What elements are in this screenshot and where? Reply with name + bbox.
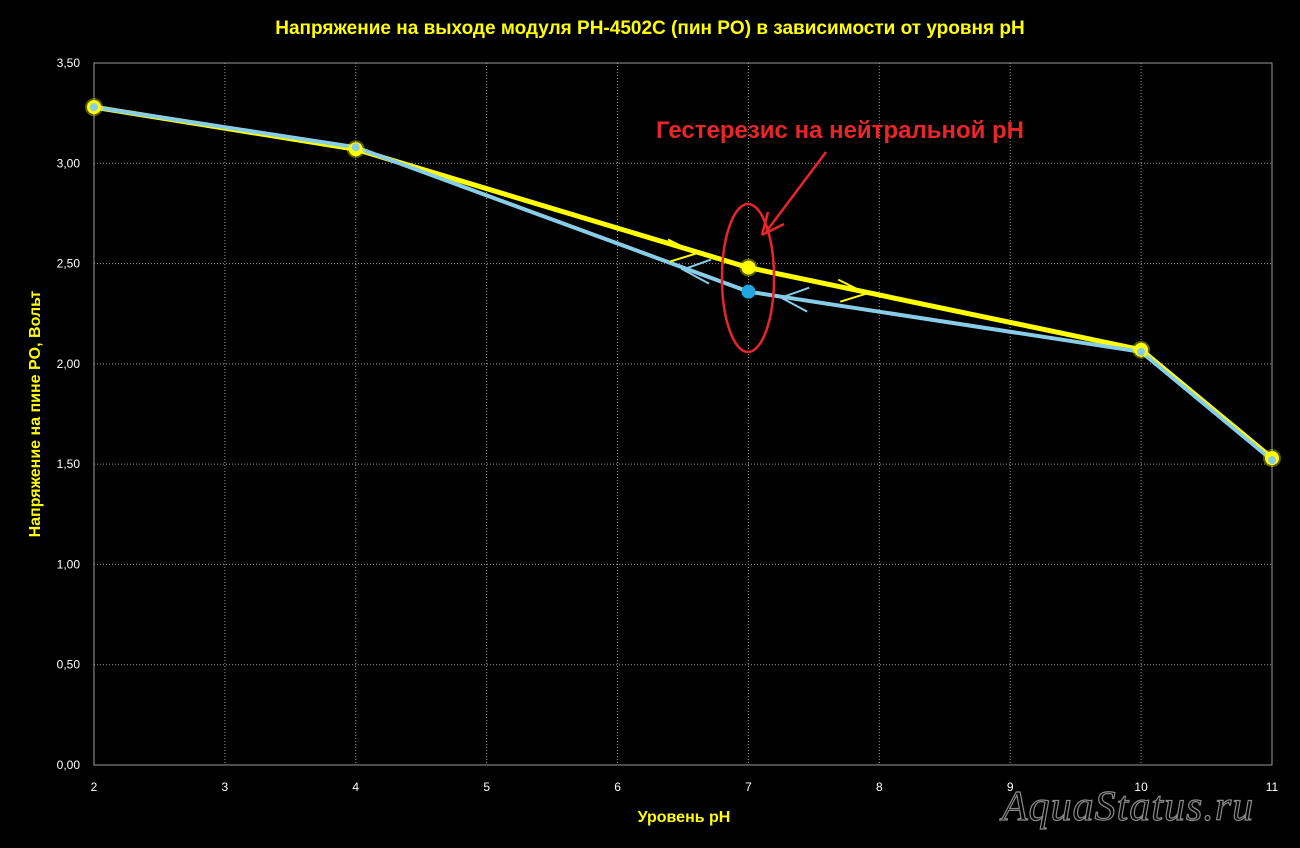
x-tick-label: 3 [222,780,229,794]
y-tick-label: 2,50 [57,257,81,271]
y-tick-label: 1,50 [57,457,81,471]
data-point-blue [90,103,98,112]
y-tick-label: 2,00 [57,357,81,371]
data-point-blue [1137,347,1146,356]
y-tick-label: 3,00 [57,156,81,170]
y-tick-label: 3,50 [57,56,81,70]
grid [93,62,1273,766]
x-tick-label: 5 [483,780,490,794]
y-tick-label: 1,00 [57,557,81,571]
annotation-arrow-head [760,211,785,237]
direction-arrow-yellow [837,278,869,303]
data-point-blue [741,284,756,299]
direction-arrow-yellow [667,238,699,263]
direction-arrow-blue [680,258,712,285]
x-tick-label: 4 [352,780,359,794]
x-tick-label: 6 [614,780,621,794]
data-point-blue [1268,456,1276,465]
x-tick-label: 11 [1266,780,1279,794]
x-tick-label: 2 [91,780,98,794]
data-point-yellow [741,260,756,275]
chart-title: Напряжение на выходе модуля PH-4502C (пи… [275,18,1024,39]
data-point-blue [351,143,360,152]
x-axis-label: Уровень pH [638,809,731,826]
x-tick-label: 8 [876,780,883,794]
annotation-arrow [765,151,827,233]
annotation-group: Гестерезис на нейтральной pH [656,117,1024,354]
x-tick-label: 10 [1134,780,1148,794]
y-axis-label: Напряжение на пине PO, Вольт [27,290,44,537]
y-tick-label: 0,50 [57,658,81,672]
x-tick-label: 7 [745,780,752,794]
watermark: AquaStatus.ru [999,784,1254,830]
annotation-text: Гестерезис на нейтральной pH [656,117,1024,144]
markers-layer [85,98,1281,468]
axis-ticks: 2 3 4 5 6 7 8 9 10 11 0,00 0,50 1,00 1,50 2,00 2,50 3,00… [57,56,1279,794]
hysteresis-ellipse [720,202,776,354]
x-tick-label: 9 [1007,780,1014,794]
y-tick-label: 0,00 [57,758,81,772]
direction-arrow-blue [778,286,810,313]
